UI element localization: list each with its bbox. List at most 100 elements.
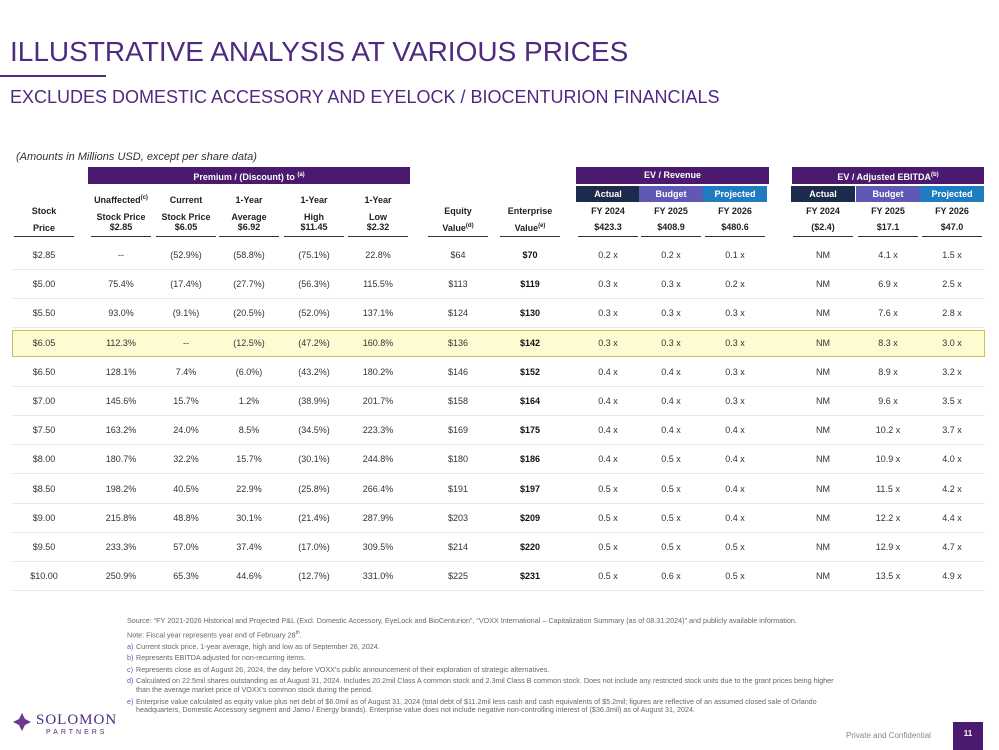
- table-cell: 22.9%: [236, 483, 262, 494]
- table-cell: (20.5%): [233, 308, 265, 319]
- header-rule: [858, 236, 918, 237]
- table-cell: 0.4 x: [598, 366, 618, 377]
- column-header: Enterprise: [499, 206, 561, 216]
- table-cell: 4.9 x: [942, 571, 962, 582]
- table-cell: 4.4 x: [942, 512, 962, 523]
- table-cell: (27.7%): [233, 279, 265, 290]
- table-cell: 0.4 x: [598, 396, 618, 406]
- table-cell: 3.5 x: [942, 396, 962, 406]
- table-cell: 0.5 x: [661, 454, 681, 465]
- column-header: Low: [347, 212, 409, 222]
- table-cell: (38.9%): [298, 396, 330, 406]
- reference-value: $6.05: [174, 222, 198, 232]
- table-cell: 0.2 x: [661, 250, 681, 260]
- table-cell: $191: [447, 483, 469, 494]
- table-cell: NM: [816, 308, 830, 319]
- table-cell: $7.50: [32, 425, 56, 436]
- table-cell: 12.2 x: [875, 512, 901, 523]
- table-cell: 4.2 x: [942, 483, 962, 494]
- footnote: c) Represents close as of August 26, 2024…: [127, 664, 847, 675]
- column-header-text: High: [304, 211, 324, 222]
- table-cell: 0.3 x: [661, 308, 681, 319]
- footnote-marker: b): [127, 653, 134, 663]
- row-rule: [12, 502, 985, 504]
- table-cell: 2.5 x: [942, 279, 962, 290]
- table-cell: 0.3 x: [725, 396, 745, 406]
- table-cell: $64: [450, 250, 466, 260]
- table-cell: 198.2%: [105, 483, 137, 494]
- premium-note: (a): [297, 172, 305, 178]
- table-cell: 15.7%: [236, 454, 262, 465]
- table-cell: $70: [522, 250, 538, 260]
- table-cell: 180.2%: [362, 366, 394, 377]
- column-header-text: Stock Price: [96, 211, 146, 222]
- column-header-text: Stock: [31, 206, 57, 216]
- table-cell: 0.3 x: [725, 337, 745, 348]
- column-header-text: FY 2024: [591, 206, 625, 216]
- table-cell: 11.5 x: [876, 483, 900, 494]
- header-rule: [500, 236, 560, 237]
- column-header: FY 2024: [577, 206, 639, 216]
- table-cell: NM: [816, 425, 830, 436]
- table-cell: NM: [816, 366, 830, 377]
- table-cell: $203: [447, 512, 469, 523]
- table-cell: NM: [816, 250, 830, 260]
- footnote: d) Calculated on 22.5mil shares outstandi…: [127, 677, 847, 694]
- table-cell: 4.7 x: [942, 542, 962, 552]
- column-header-note: (d): [465, 222, 474, 229]
- table-cell: $225: [447, 571, 469, 582]
- table-cell: $231: [519, 571, 541, 582]
- note-sup: th: [295, 629, 300, 636]
- table-cell: 8.9 x: [878, 366, 898, 377]
- table-cell: 250.9%: [105, 571, 137, 582]
- column-header: FY 2026: [704, 206, 766, 216]
- footnote: b) Represents EBITDA adjusted for non-rec…: [127, 654, 847, 663]
- table-cell: $180: [447, 454, 469, 465]
- table-cell: $209: [519, 512, 541, 523]
- table-cell: 40.5%: [173, 483, 199, 494]
- table-cell: (6.0%): [235, 366, 263, 377]
- table-cell: 15.7%: [173, 396, 199, 406]
- fiscal-note: Note: Fiscal year represents year end of…: [127, 629, 847, 640]
- table-cell: (17.0%): [298, 542, 330, 552]
- table-cell: 0.4 x: [725, 512, 745, 523]
- table-cell: $5.00: [32, 279, 56, 290]
- footnote-marker: e): [127, 696, 134, 706]
- reference-value: $47.0: [940, 222, 964, 232]
- table-cell: 145.6%: [105, 396, 137, 406]
- row-rule: [12, 561, 985, 562]
- ebitda-label: EV / Adjusted EBITDA: [837, 172, 931, 182]
- column-header: Average: [218, 212, 280, 222]
- column-header-text: FY 2025: [654, 206, 688, 216]
- table-cell: NM: [816, 279, 830, 290]
- table-cell: 331.0%: [362, 571, 394, 582]
- table-cell: (58.8%): [233, 250, 265, 260]
- source: Source: “FY 2021-2026 Historical and Pro…: [127, 616, 797, 625]
- footnote-text: Represents EBITDA adjusted for non-recur…: [136, 653, 306, 663]
- table-cell: (75.1%): [298, 250, 330, 260]
- column-header: FY 2025: [640, 206, 702, 216]
- table-cell: 7.4%: [175, 366, 197, 377]
- reference-value: $2.32: [366, 222, 390, 232]
- table-cell: 233.3%: [105, 542, 137, 552]
- column-header: Stock: [13, 206, 75, 216]
- subtitle: EXCLUDES DOMESTIC ACCESSORY AND EYELOCK …: [10, 87, 720, 107]
- column-header-text: Stock Price: [161, 211, 211, 222]
- table-cell: 112.3%: [106, 337, 136, 348]
- table-cell: $146: [447, 366, 469, 377]
- table-cell: $142: [519, 337, 541, 348]
- table-cell: 215.8%: [105, 512, 137, 523]
- reference-value: $423.3: [594, 222, 622, 232]
- table-cell: 7.6 x: [878, 308, 898, 319]
- column-header-text: 1-Year: [300, 195, 328, 205]
- table-cell: 0.5 x: [598, 571, 618, 582]
- table-cell: 0.5 x: [598, 483, 618, 494]
- footnote-marker: c): [127, 664, 133, 674]
- header-rule: [705, 236, 765, 237]
- reference-value: $17.1: [876, 222, 900, 232]
- footnote: e) Enterprise value calculated as equity …: [127, 696, 847, 715]
- table-cell: 0.5 x: [661, 542, 681, 552]
- period-header: Projected: [920, 186, 984, 202]
- table-cell: $164: [519, 396, 541, 406]
- reference-value: $408.9: [657, 222, 685, 232]
